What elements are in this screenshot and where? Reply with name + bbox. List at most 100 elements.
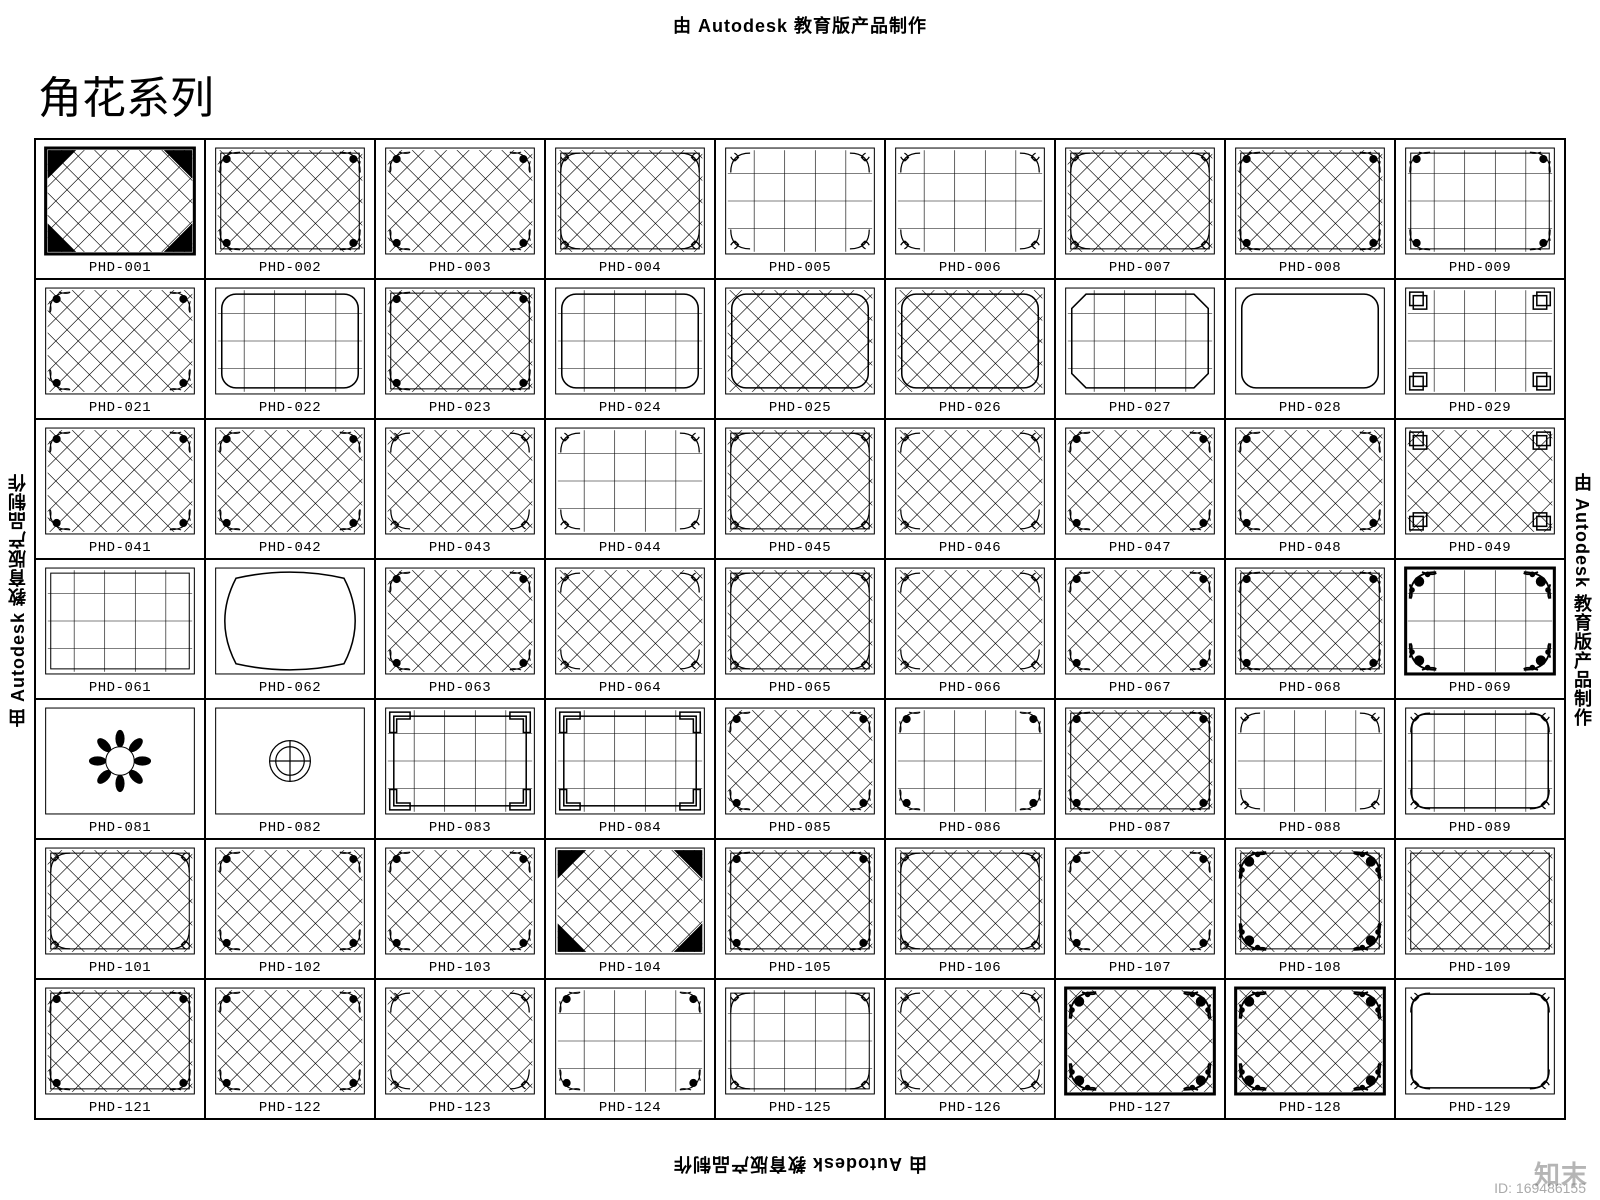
pattern-code: PHD-129 bbox=[1396, 1100, 1564, 1116]
pattern-cell: PHD-061 bbox=[35, 559, 205, 699]
pattern-code: PHD-105 bbox=[716, 960, 884, 976]
pattern-cell: PHD-087 bbox=[1055, 699, 1225, 839]
pattern-code: PHD-044 bbox=[546, 540, 714, 556]
pattern-cell: PHD-045 bbox=[715, 419, 885, 559]
pattern-code: PHD-042 bbox=[206, 540, 374, 556]
pattern-cell: PHD-005 bbox=[715, 139, 885, 279]
pattern-cell: PHD-081 bbox=[35, 699, 205, 839]
autodesk-header: 由 Autodesk 教育版产品制作 bbox=[0, 12, 1600, 38]
pattern-cell: PHD-083 bbox=[375, 699, 545, 839]
pattern-code: PHD-081 bbox=[36, 820, 204, 836]
pattern-cell: PHD-129 bbox=[1395, 979, 1565, 1119]
pattern-code: PHD-128 bbox=[1226, 1100, 1394, 1116]
pattern-code: PHD-126 bbox=[886, 1100, 1054, 1116]
pattern-code: PHD-082 bbox=[206, 820, 374, 836]
pattern-code: PHD-065 bbox=[716, 680, 884, 696]
pattern-cell: PHD-085 bbox=[715, 699, 885, 839]
pattern-code: PHD-006 bbox=[886, 260, 1054, 276]
pattern-code: PHD-061 bbox=[36, 680, 204, 696]
pattern-cell: PHD-047 bbox=[1055, 419, 1225, 559]
pattern-cell: PHD-003 bbox=[375, 139, 545, 279]
pattern-code: PHD-107 bbox=[1056, 960, 1224, 976]
pattern-cell: PHD-046 bbox=[885, 419, 1055, 559]
pattern-cell: PHD-086 bbox=[885, 699, 1055, 839]
pattern-cell: PHD-084 bbox=[545, 699, 715, 839]
pattern-code: PHD-067 bbox=[1056, 680, 1224, 696]
pattern-cell: PHD-004 bbox=[545, 139, 715, 279]
pattern-code: PHD-106 bbox=[886, 960, 1054, 976]
autodesk-left: 由 Autodesk 教育版产品制作 bbox=[4, 0, 32, 1200]
pattern-code: PHD-028 bbox=[1226, 400, 1394, 416]
pattern-cell: PHD-089 bbox=[1395, 699, 1565, 839]
pattern-code: PHD-125 bbox=[716, 1100, 884, 1116]
pattern-cell: PHD-027 bbox=[1055, 279, 1225, 419]
pattern-code: PHD-046 bbox=[886, 540, 1054, 556]
pattern-cell: PHD-008 bbox=[1225, 139, 1395, 279]
pattern-code: PHD-049 bbox=[1396, 540, 1564, 556]
pattern-code: PHD-047 bbox=[1056, 540, 1224, 556]
pattern-cell: PHD-063 bbox=[375, 559, 545, 699]
pattern-cell: PHD-108 bbox=[1225, 839, 1395, 979]
pattern-cell: PHD-125 bbox=[715, 979, 885, 1119]
pattern-code: PHD-009 bbox=[1396, 260, 1564, 276]
pattern-cell: PHD-069 bbox=[1395, 559, 1565, 699]
pattern-code: PHD-085 bbox=[716, 820, 884, 836]
pattern-code: PHD-083 bbox=[376, 820, 544, 836]
pattern-cell: PHD-127 bbox=[1055, 979, 1225, 1119]
pattern-cell: PHD-042 bbox=[205, 419, 375, 559]
pattern-cell: PHD-028 bbox=[1225, 279, 1395, 419]
pattern-cell: PHD-103 bbox=[375, 839, 545, 979]
pattern-code: PHD-124 bbox=[546, 1100, 714, 1116]
autodesk-right: 由 Autodesk 教育版产品制作 bbox=[1568, 0, 1596, 1200]
pattern-cell: PHD-105 bbox=[715, 839, 885, 979]
pattern-code: PHD-084 bbox=[546, 820, 714, 836]
pattern-code: PHD-027 bbox=[1056, 400, 1224, 416]
pattern-cell: PHD-067 bbox=[1055, 559, 1225, 699]
pattern-cell: PHD-102 bbox=[205, 839, 375, 979]
pattern-code: PHD-041 bbox=[36, 540, 204, 556]
pattern-code: PHD-007 bbox=[1056, 260, 1224, 276]
pattern-code: PHD-069 bbox=[1396, 680, 1564, 696]
pattern-code: PHD-127 bbox=[1056, 1100, 1224, 1116]
pattern-code: PHD-102 bbox=[206, 960, 374, 976]
pattern-cell: PHD-023 bbox=[375, 279, 545, 419]
pattern-cell: PHD-066 bbox=[885, 559, 1055, 699]
pattern-code: PHD-062 bbox=[206, 680, 374, 696]
pattern-cell: PHD-006 bbox=[885, 139, 1055, 279]
pattern-cell: PHD-044 bbox=[545, 419, 715, 559]
pattern-cell: PHD-109 bbox=[1395, 839, 1565, 979]
pattern-cell: PHD-106 bbox=[885, 839, 1055, 979]
pattern-code: PHD-068 bbox=[1226, 680, 1394, 696]
pattern-cell: PHD-025 bbox=[715, 279, 885, 419]
pattern-cell: PHD-048 bbox=[1225, 419, 1395, 559]
pattern-code: PHD-001 bbox=[36, 260, 204, 276]
pattern-code: PHD-066 bbox=[886, 680, 1054, 696]
watermark-id: ID: 169486155 bbox=[1494, 1180, 1586, 1196]
pattern-cell: PHD-021 bbox=[35, 279, 205, 419]
pattern-code: PHD-043 bbox=[376, 540, 544, 556]
pattern-code: PHD-088 bbox=[1226, 820, 1394, 836]
pattern-code: PHD-089 bbox=[1396, 820, 1564, 836]
pattern-code: PHD-022 bbox=[206, 400, 374, 416]
pattern-cell: PHD-088 bbox=[1225, 699, 1395, 839]
pattern-cell: PHD-041 bbox=[35, 419, 205, 559]
pattern-cell: PHD-002 bbox=[205, 139, 375, 279]
pattern-cell: PHD-064 bbox=[545, 559, 715, 699]
pattern-code: PHD-108 bbox=[1226, 960, 1394, 976]
pattern-cell: PHD-043 bbox=[375, 419, 545, 559]
pattern-code: PHD-086 bbox=[886, 820, 1054, 836]
pattern-cell: PHD-001 bbox=[35, 139, 205, 279]
pattern-cell: PHD-024 bbox=[545, 279, 715, 419]
pattern-cell: PHD-068 bbox=[1225, 559, 1395, 699]
pattern-code: PHD-109 bbox=[1396, 960, 1564, 976]
pattern-cell: PHD-009 bbox=[1395, 139, 1565, 279]
pattern-code: PHD-103 bbox=[376, 960, 544, 976]
pattern-cell: PHD-104 bbox=[545, 839, 715, 979]
pattern-code: PHD-045 bbox=[716, 540, 884, 556]
pattern-code: PHD-122 bbox=[206, 1100, 374, 1116]
pattern-cell: PHD-122 bbox=[205, 979, 375, 1119]
pattern-cell: PHD-107 bbox=[1055, 839, 1225, 979]
pattern-code: PHD-087 bbox=[1056, 820, 1224, 836]
pattern-cell: PHD-128 bbox=[1225, 979, 1395, 1119]
pattern-cell: PHD-062 bbox=[205, 559, 375, 699]
